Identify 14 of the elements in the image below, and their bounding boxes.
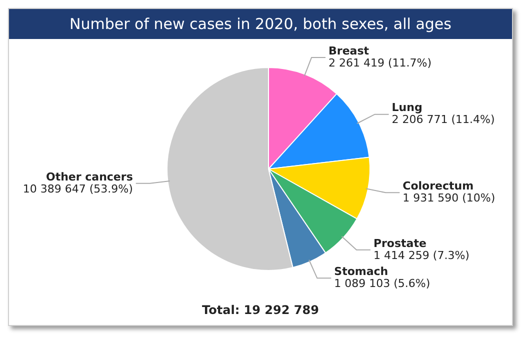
data-label: 2 206 771 (11.4%) [392, 113, 495, 126]
text: Total: 19 292 789 [201, 302, 320, 319]
data-label: 1 931 590 (10%) [402, 191, 496, 204]
slice-label: Lung [392, 101, 422, 114]
slice-label: Prostate [373, 236, 426, 250]
slice-label: Stomach [334, 265, 388, 278]
data-label: 2 261 419 (11.7%) [328, 56, 432, 70]
data-label: 10 389 647 (53.9%) [22, 182, 133, 196]
chart-title: Number of new cases in 2020, both sexes, all ages [9, 9, 512, 39]
slice-label: Breast [328, 44, 370, 58]
data-label: 1 089 103 (5.6%) [334, 277, 430, 290]
slice-label: Colorectum [402, 179, 474, 192]
data-label: 1 414 259 (7.3%) [373, 248, 470, 262]
slice-label: Other cancers [46, 170, 134, 184]
